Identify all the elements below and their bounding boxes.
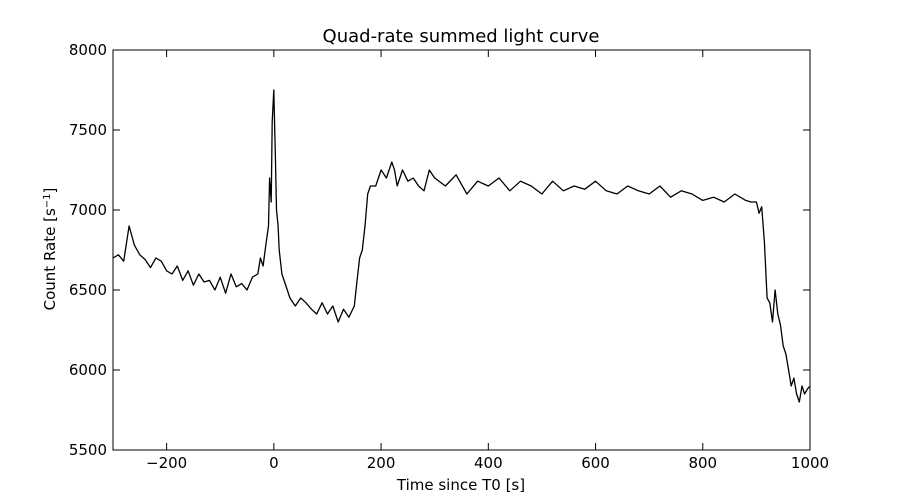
x-tick-label-6: 1000 [791,454,829,472]
chart-title: Quad-rate summed light curve [323,26,600,47]
plot-frame [112,49,811,451]
y-tick-label-5: 8000 [69,41,107,59]
y-tick-label-1: 6000 [69,361,107,379]
y-tick-label-0: 5500 [69,441,107,459]
y-tick-label-2: 6500 [69,281,107,299]
x-tick-label-1: 0 [269,454,279,472]
x-tick-label-4: 600 [581,454,610,472]
y-axis-label: Count Rate [s−1] [41,188,59,311]
x-axis-label: Time since T0 [s] [396,476,525,494]
x-tick-label-3: 400 [474,454,503,472]
x-tick-label-0: −200 [146,454,187,472]
y-tick-label-3: 7000 [69,201,107,219]
series-line-0 [112,89,811,403]
x-tick-label-2: 200 [367,454,396,472]
y-axis-label-suffix: ] [41,188,59,194]
y-axis-label-prefix: Count Rate [s [41,208,59,310]
y-axis-label-exponent: −1 [42,193,53,208]
x-tick-label-5: 800 [688,454,717,472]
y-tick-label-4: 7500 [69,121,107,139]
